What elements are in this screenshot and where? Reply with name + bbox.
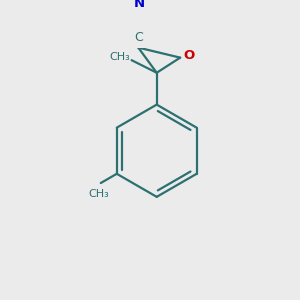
Text: O: O bbox=[183, 50, 194, 62]
Text: CH₃: CH₃ bbox=[88, 189, 109, 199]
Text: N: N bbox=[134, 0, 145, 10]
Text: C: C bbox=[135, 31, 143, 44]
Text: CH₃: CH₃ bbox=[110, 52, 130, 62]
